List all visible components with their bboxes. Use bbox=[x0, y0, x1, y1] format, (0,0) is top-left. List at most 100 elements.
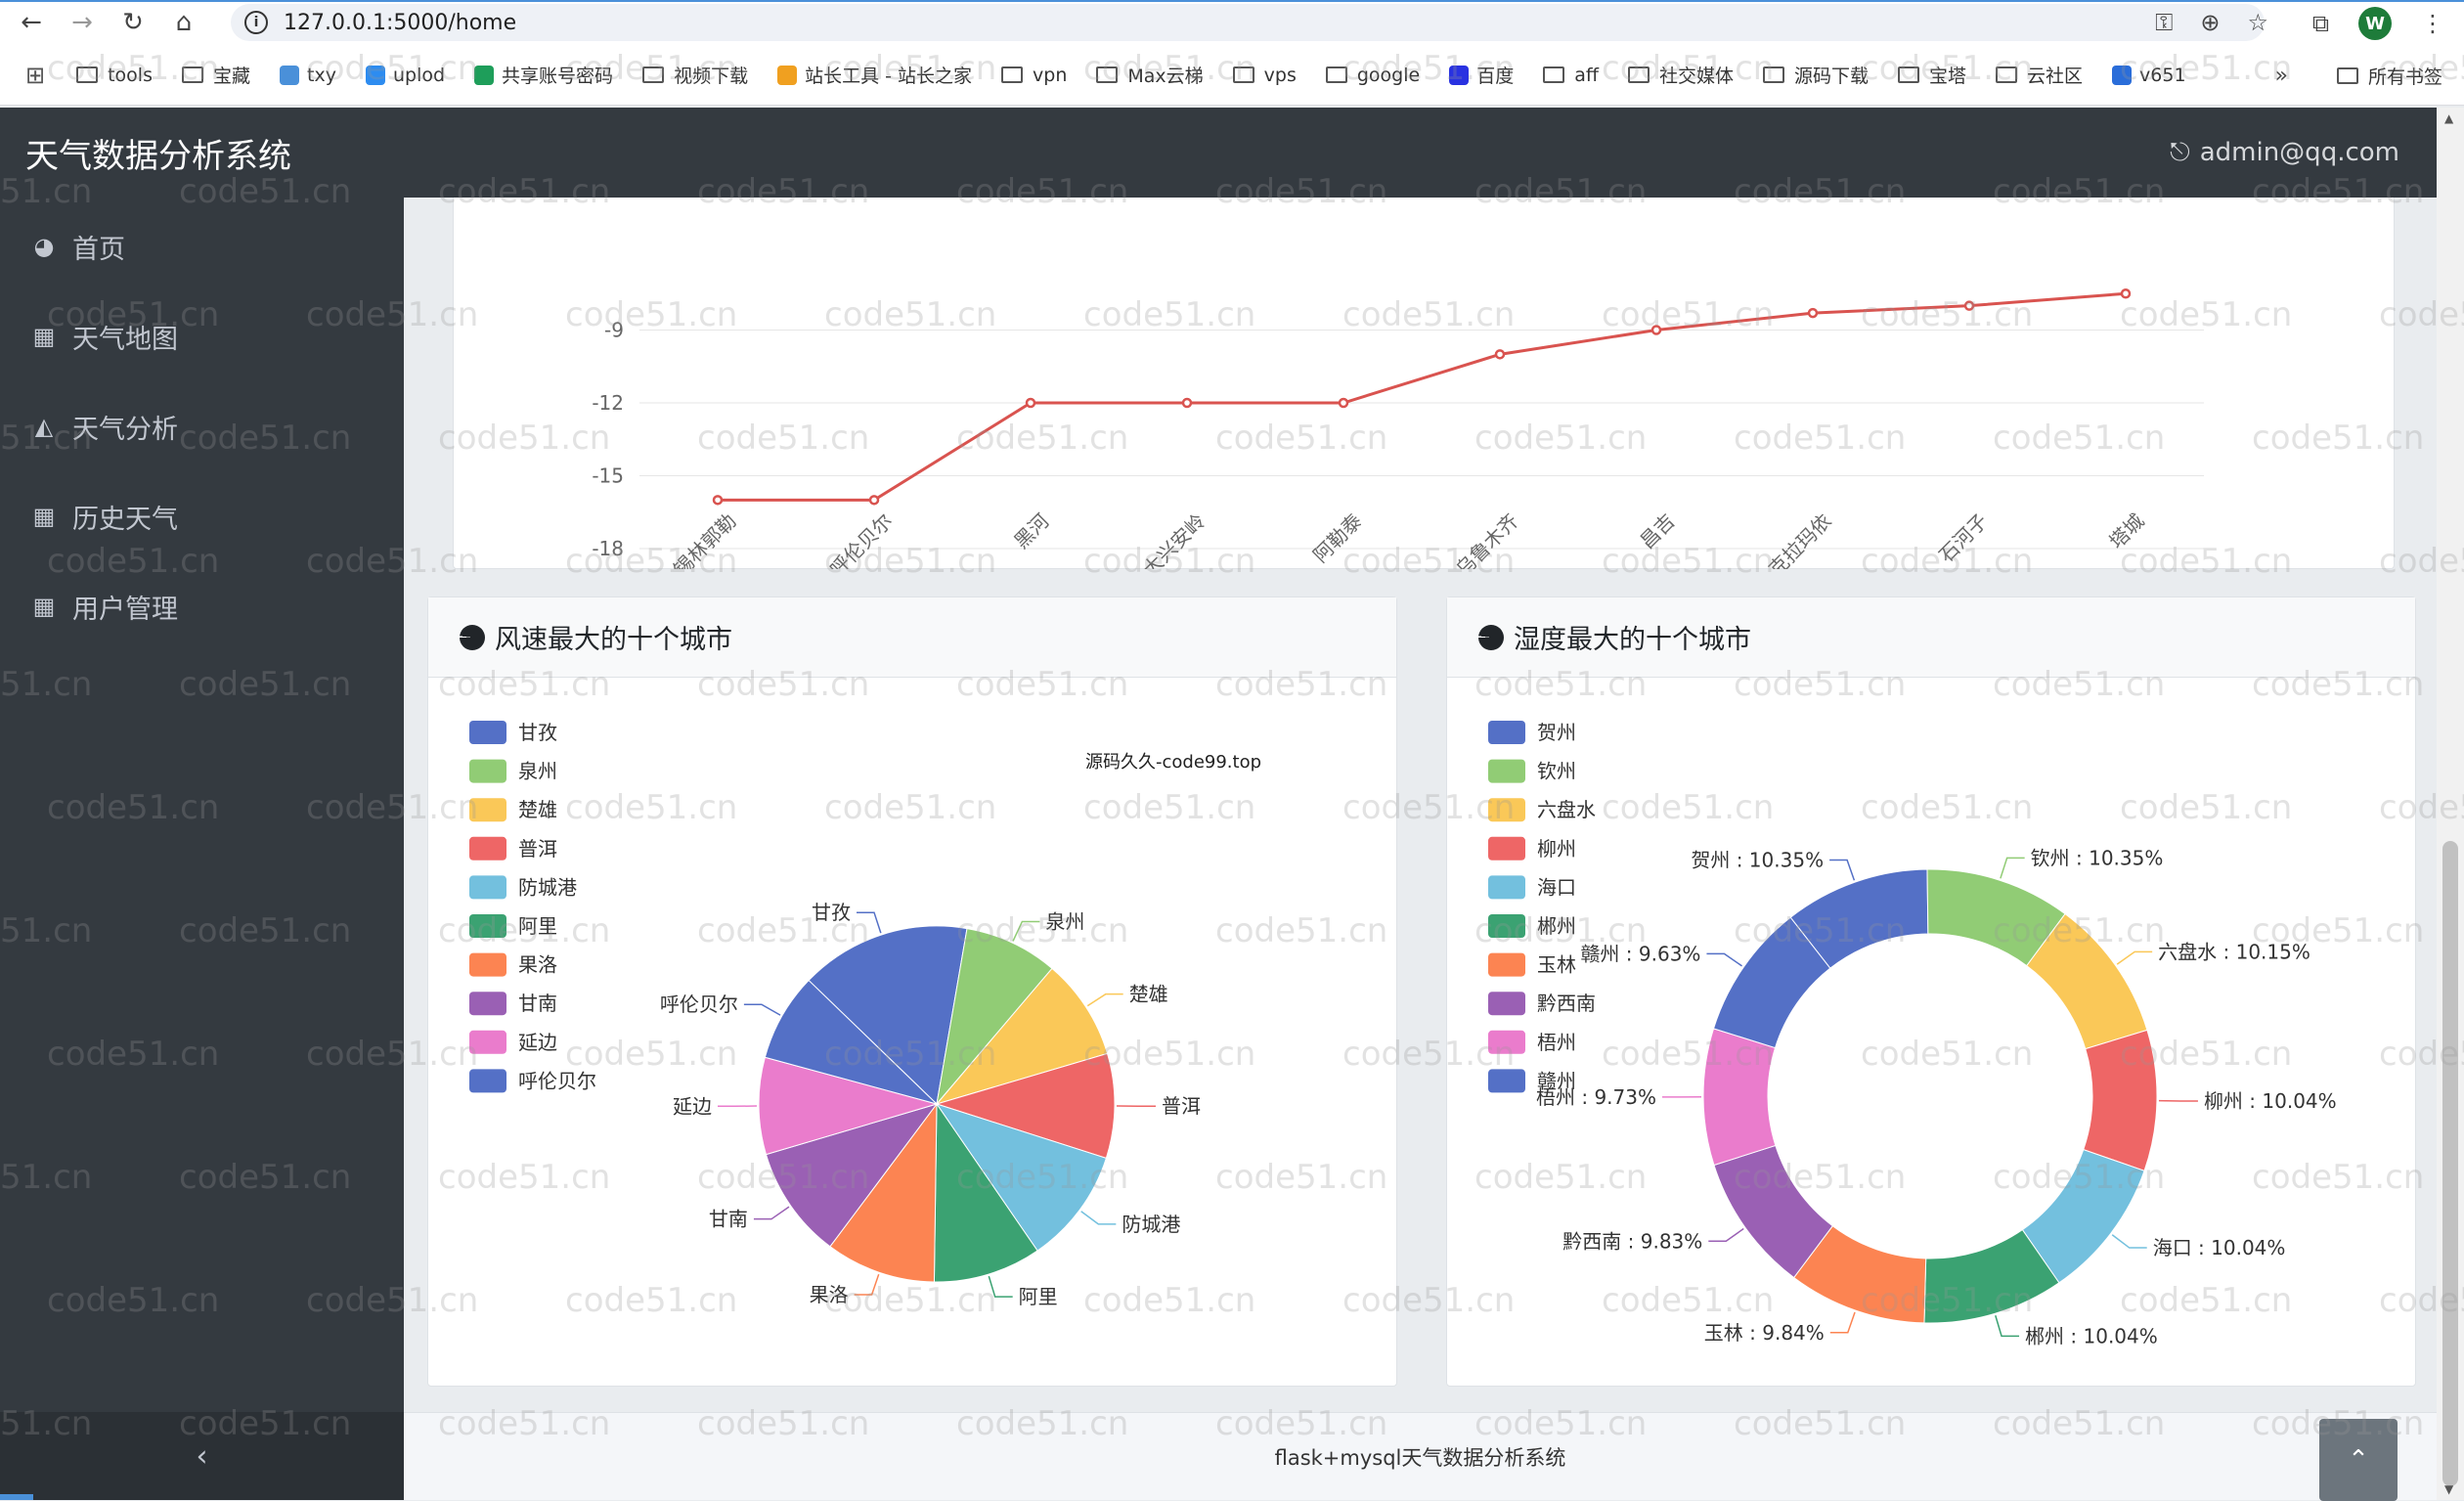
sidebar-item[interactable]: ▦历史天气 bbox=[0, 471, 404, 561]
home-icon[interactable]: ⌂ bbox=[164, 3, 203, 42]
bookmark-item[interactable]: 源码下载 bbox=[1763, 62, 1869, 88]
bookmark-item[interactable]: vpn bbox=[1001, 65, 1067, 86]
legend-label: 钦州 bbox=[1537, 760, 1576, 783]
sidebar-item[interactable]: ◕首页 bbox=[0, 201, 404, 291]
back-icon[interactable]: ← bbox=[12, 3, 51, 42]
legend-label: 防城港 bbox=[518, 875, 577, 899]
sidebar-item[interactable]: ▦天气地图 bbox=[0, 291, 404, 381]
logout-icon: ⎋ bbox=[2170, 138, 2190, 168]
sidebar-item[interactable]: ▦用户管理 bbox=[0, 561, 404, 651]
legend-label: 泉州 bbox=[518, 760, 557, 783]
legend-swatch bbox=[469, 837, 506, 861]
site-info-icon[interactable]: i bbox=[244, 11, 268, 34]
slice-label: 果洛 bbox=[810, 1283, 849, 1306]
legend-swatch bbox=[1488, 837, 1525, 861]
bookmark-item[interactable]: 社交媒体 bbox=[1628, 62, 1734, 88]
slice-label: 郴州 : 10.04% bbox=[2025, 1324, 2158, 1347]
bookmark-item[interactable]: 宝藏 bbox=[182, 62, 250, 88]
legend-swatch bbox=[469, 721, 506, 744]
bookmark-label: uplod bbox=[393, 65, 445, 86]
favicon-icon bbox=[280, 66, 299, 85]
legend-label: 果洛 bbox=[518, 953, 557, 977]
more-menu-icon[interactable]: ⋮ bbox=[2421, 10, 2444, 37]
label-leader bbox=[855, 1274, 879, 1295]
bookmark-label: google bbox=[1357, 65, 1420, 86]
data-point bbox=[1809, 309, 1817, 317]
bookmark-item[interactable]: txy bbox=[280, 65, 336, 86]
table-icon: ▦ bbox=[29, 323, 59, 350]
label-leader bbox=[754, 1207, 789, 1219]
bookmark-label: 宝藏 bbox=[213, 62, 250, 88]
extensions-icon[interactable]: ⧉ bbox=[2312, 10, 2329, 37]
data-point bbox=[1340, 399, 1347, 407]
bookmark-item[interactable]: google bbox=[1326, 65, 1420, 86]
bookmark-item[interactable]: 共享账号密码 bbox=[474, 62, 613, 88]
bookmark-label: 共享账号密码 bbox=[502, 62, 613, 88]
legend-swatch bbox=[1488, 798, 1525, 821]
more-bookmarks-icon[interactable]: » bbox=[2275, 45, 2288, 106]
key-icon[interactable]: ⚿ bbox=[2155, 9, 2173, 36]
bookmark-label: txy bbox=[307, 65, 336, 86]
profile-avatar[interactable]: W bbox=[2358, 7, 2392, 40]
star-icon[interactable]: ☆ bbox=[2247, 9, 2268, 36]
slice-label: 呼伦贝尔 bbox=[660, 993, 738, 1016]
page-scrollbar[interactable]: ▲ ▼ bbox=[2437, 108, 2464, 1500]
bookmark-item[interactable]: 视频下载 bbox=[642, 62, 748, 88]
omnibox-actions: ⚿ ⊕ ☆ bbox=[2155, 4, 2268, 41]
bookmark-item[interactable]: vps bbox=[1233, 65, 1297, 86]
apps-grid-icon[interactable]: ⊞ bbox=[25, 62, 45, 89]
folder-icon bbox=[1326, 66, 1347, 83]
pie-chart-icon bbox=[460, 625, 485, 650]
label-leader bbox=[1830, 1312, 1855, 1333]
pie-slice bbox=[1703, 1029, 1776, 1166]
legend-label: 玉林 bbox=[1537, 953, 1576, 977]
legend-label: 呼伦贝尔 bbox=[518, 1069, 596, 1092]
legend-swatch bbox=[1488, 914, 1525, 938]
bookmark-label: Max云梯 bbox=[1127, 62, 1203, 88]
bookmark-item[interactable]: 宝塔 bbox=[1898, 62, 1966, 88]
bookmark-label: vpn bbox=[1033, 65, 1067, 86]
bookmark-item[interactable]: v651 bbox=[2112, 65, 2186, 86]
all-bookmarks[interactable]: 所有书签 bbox=[2337, 45, 2442, 106]
label-leader bbox=[2117, 951, 2152, 964]
x-tick-label: 呼伦贝尔 bbox=[825, 509, 898, 569]
zoom-icon[interactable]: ⊕ bbox=[2200, 9, 2220, 36]
humidity-card-header: 湿度最大的十个城市 bbox=[1447, 597, 2415, 678]
table-icon: ▦ bbox=[29, 503, 59, 530]
url-text[interactable]: 127.0.0.1:5000/home bbox=[284, 11, 516, 35]
back-to-top-button[interactable]: ⌃ bbox=[2319, 1419, 2398, 1501]
bookmark-item[interactable]: 百度 bbox=[1449, 62, 1514, 88]
sidebar-item-label: 天气分析 bbox=[72, 408, 178, 446]
legend-label: 延边 bbox=[518, 1031, 557, 1054]
app-title[interactable]: 天气数据分析系统 bbox=[25, 129, 291, 177]
page-footer: flask+mysql天气数据分析系统 ⌃ bbox=[404, 1412, 2437, 1500]
slice-label: 海口 : 10.04% bbox=[2153, 1236, 2286, 1259]
user-menu[interactable]: ⎋ admin@qq.com bbox=[2170, 138, 2399, 168]
bookmark-item[interactable]: uplod bbox=[366, 65, 445, 86]
bookmark-item[interactable]: Max云梯 bbox=[1096, 62, 1203, 88]
bookmark-item[interactable]: 站长工具 - 站长之家 bbox=[777, 62, 972, 88]
bookmark-item[interactable]: tools bbox=[76, 65, 153, 86]
scroll-down-icon[interactable]: ▼ bbox=[2444, 1482, 2453, 1496]
legend-swatch bbox=[1488, 721, 1525, 744]
address-bar[interactable]: i 127.0.0.1:5000/home bbox=[231, 4, 2265, 41]
forward-icon[interactable]: → bbox=[63, 3, 102, 42]
sidebar-item[interactable]: ◭天气分析 bbox=[0, 381, 404, 471]
legend-swatch bbox=[469, 953, 506, 977]
bookmark-item[interactable]: 云社区 bbox=[1996, 62, 2083, 88]
y-tick-label: -18 bbox=[592, 537, 624, 560]
label-leader bbox=[1087, 994, 1122, 1006]
bookmark-item[interactable]: aff bbox=[1543, 65, 1599, 86]
footer-text: flask+mysql天气数据分析系统 bbox=[1275, 1442, 1566, 1472]
reload-icon[interactable]: ↻ bbox=[113, 3, 153, 42]
legend-swatch bbox=[469, 1031, 506, 1054]
scroll-up-icon[interactable]: ▲ bbox=[2444, 111, 2453, 125]
sidebar-collapse-button[interactable]: ‹ bbox=[0, 1412, 404, 1500]
label-leader bbox=[989, 1276, 1012, 1297]
sidebar-item-label: 用户管理 bbox=[72, 588, 178, 626]
scroll-thumb[interactable] bbox=[2442, 841, 2458, 1486]
label-leader bbox=[1013, 921, 1039, 941]
sidebar: ◕首页▦天气地图◭天气分析▦历史天气▦用户管理 ‹ bbox=[0, 198, 404, 1500]
